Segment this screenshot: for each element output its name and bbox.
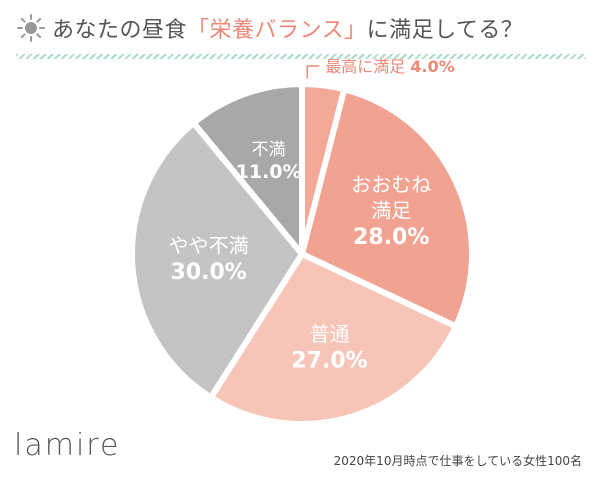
slice-name-label: 普通 [310, 322, 350, 346]
slice-name-label: 満足 [371, 199, 411, 223]
title-divider [16, 54, 586, 59]
pie-slice-1 [299, 86, 475, 330]
brand-logo: lamire [14, 428, 121, 463]
chart-title: あなたの昼食「栄養バランス」に満足してる？ [52, 12, 523, 44]
footnote: 2020年10月時点で仕事をしている女性100名 [333, 454, 582, 468]
chart-title-suffix: に満足してる？ [366, 18, 524, 43]
pie-slice-4 [190, 81, 305, 257]
slice-value-label: 28.0% [353, 225, 429, 250]
slice-name-label: やや不満 [169, 233, 249, 257]
slice-value-label: 30.0% [171, 260, 247, 285]
slice-value-label: 11.0% [236, 161, 302, 183]
sun-icon [17, 14, 45, 42]
slice-name-label: 最高に満足 4.0% [325, 57, 454, 76]
slice-value-label: 4.0% [410, 57, 454, 76]
chart-title-prefix: あなたの昼食 [52, 18, 188, 43]
slice-name-label: 不満 [252, 140, 286, 160]
title-row: あなたの昼食「栄養バランス」に満足してる？ [16, 8, 523, 48]
slice-value-label: 27.0% [291, 349, 367, 374]
chart-title-highlight: 「栄養バランス」 [187, 18, 367, 43]
pie-slice-2 [207, 251, 459, 427]
pie-slice-3 [129, 120, 305, 401]
slice-name-label: おおむね [351, 173, 431, 197]
leader-line [306, 65, 320, 79]
